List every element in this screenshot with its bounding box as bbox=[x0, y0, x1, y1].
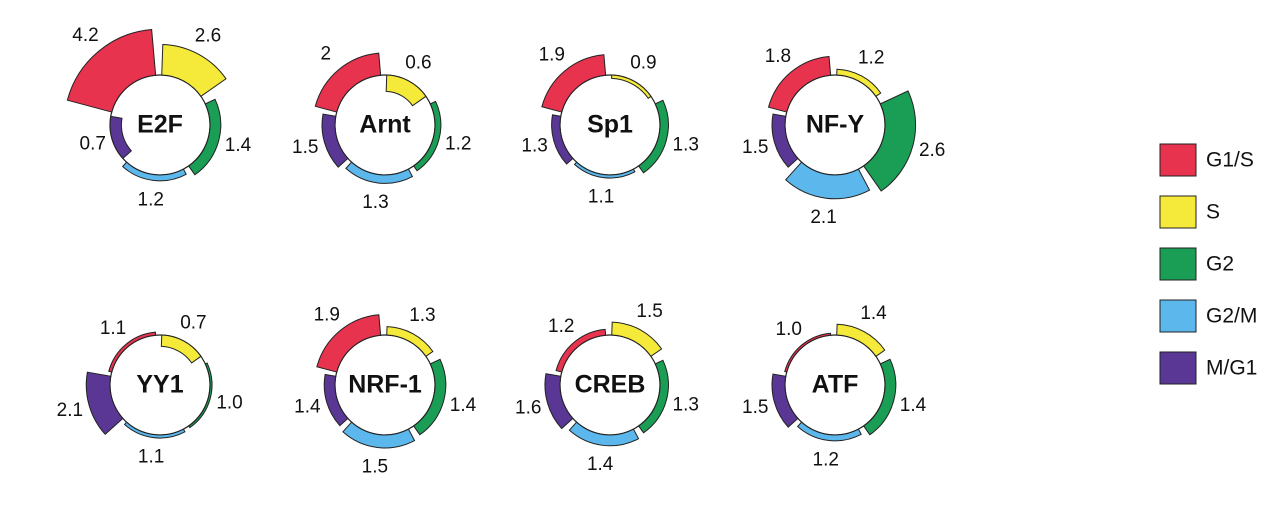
value-label: 1.3 bbox=[521, 136, 547, 157]
value-label: 0.7 bbox=[80, 133, 106, 154]
segment bbox=[767, 55, 832, 113]
value-label: 1.5 bbox=[362, 456, 388, 477]
value-label: 1.1 bbox=[588, 187, 614, 208]
legend-swatch bbox=[1159, 195, 1197, 229]
value-label: 2.6 bbox=[195, 26, 221, 47]
value-label: 1.1 bbox=[138, 447, 164, 468]
value-label: 1.0 bbox=[216, 393, 242, 414]
segment bbox=[385, 74, 427, 107]
value-label: 1.5 bbox=[292, 137, 318, 158]
value-label: 4.2 bbox=[72, 25, 98, 46]
value-label: 0.9 bbox=[630, 52, 656, 73]
legend-label: G2/M bbox=[1206, 305, 1257, 328]
segment bbox=[316, 314, 382, 373]
segment bbox=[412, 358, 447, 436]
segment bbox=[123, 421, 186, 439]
value-label: 1.2 bbox=[858, 47, 884, 68]
circle-title: E2F bbox=[137, 111, 183, 139]
value-label: 1.4 bbox=[900, 395, 927, 416]
segment bbox=[161, 43, 227, 98]
circle-title: YY1 bbox=[136, 371, 183, 399]
segment bbox=[784, 161, 871, 200]
value-label: 1.9 bbox=[539, 45, 565, 66]
legend-swatch bbox=[1159, 247, 1197, 281]
circle-title: Sp1 bbox=[587, 111, 633, 139]
segment bbox=[187, 98, 222, 176]
value-label: 0.6 bbox=[405, 52, 431, 73]
value-label: 1.5 bbox=[742, 137, 768, 158]
value-label: 1.6 bbox=[515, 397, 541, 418]
segment bbox=[796, 421, 862, 442]
segment bbox=[836, 68, 882, 98]
segment bbox=[85, 371, 124, 436]
segment bbox=[66, 28, 157, 113]
value-label: 0.7 bbox=[180, 312, 206, 333]
segment bbox=[551, 114, 574, 165]
legend-label: G2 bbox=[1206, 253, 1234, 276]
legend-swatch bbox=[1159, 143, 1197, 177]
value-label: 1.8 bbox=[765, 46, 791, 67]
segment bbox=[637, 359, 669, 434]
segment bbox=[321, 113, 349, 168]
value-label: 1.4 bbox=[860, 303, 887, 324]
segment bbox=[314, 52, 382, 113]
legend-swatch bbox=[1159, 351, 1197, 385]
circle-title: CREB bbox=[575, 371, 646, 399]
legend-label: G1/S bbox=[1206, 149, 1254, 172]
value-label: 1.4 bbox=[450, 395, 477, 416]
value-label: 1.4 bbox=[294, 396, 321, 417]
circle-title: NF-Y bbox=[806, 111, 865, 139]
value-label: 1.9 bbox=[314, 305, 340, 326]
segment bbox=[771, 373, 799, 428]
circle-title: NRF-1 bbox=[348, 371, 422, 399]
segment bbox=[121, 161, 187, 182]
value-label: 1.5 bbox=[742, 397, 768, 418]
segment bbox=[345, 161, 414, 184]
segment bbox=[555, 328, 607, 373]
segment bbox=[573, 161, 636, 179]
circle-title: ATF bbox=[812, 371, 859, 399]
segment bbox=[160, 334, 202, 364]
value-label: 2.1 bbox=[57, 400, 83, 421]
value-label: 1.5 bbox=[636, 301, 662, 322]
segment bbox=[541, 54, 607, 113]
value-label: 1.3 bbox=[673, 394, 699, 415]
value-label: 1.3 bbox=[362, 192, 388, 213]
value-label: 1.0 bbox=[776, 319, 802, 340]
segment bbox=[544, 373, 574, 430]
segment bbox=[342, 421, 416, 449]
value-label: 1.4 bbox=[225, 135, 252, 156]
segment bbox=[386, 326, 434, 358]
value-label: 1.2 bbox=[138, 189, 164, 210]
segment bbox=[108, 331, 157, 373]
segment bbox=[771, 113, 799, 168]
segment bbox=[109, 115, 133, 160]
value-label: 2.6 bbox=[919, 140, 945, 161]
value-label: 2 bbox=[320, 43, 331, 64]
legend-swatch bbox=[1159, 299, 1197, 333]
legend-label: M/G1 bbox=[1206, 357, 1257, 380]
segment bbox=[187, 362, 213, 429]
value-label: 1.4 bbox=[587, 454, 614, 475]
segment bbox=[784, 332, 832, 373]
value-label: 1.3 bbox=[409, 305, 435, 326]
legend-label: S bbox=[1206, 201, 1220, 224]
value-label: 1.2 bbox=[813, 449, 839, 470]
segment bbox=[611, 74, 652, 99]
value-label: 1.3 bbox=[673, 134, 699, 155]
value-label: 1.2 bbox=[548, 316, 574, 337]
segment bbox=[611, 321, 663, 358]
circle-title: Arnt bbox=[359, 111, 411, 139]
segment bbox=[412, 100, 442, 172]
value-label: 2.1 bbox=[810, 207, 836, 228]
segment bbox=[836, 323, 886, 358]
segment bbox=[637, 99, 669, 174]
segment bbox=[323, 373, 349, 427]
value-label: 1.1 bbox=[100, 318, 126, 339]
segment bbox=[862, 358, 897, 436]
value-label: 1.2 bbox=[445, 134, 471, 155]
segment bbox=[862, 90, 917, 192]
segment bbox=[568, 421, 640, 447]
